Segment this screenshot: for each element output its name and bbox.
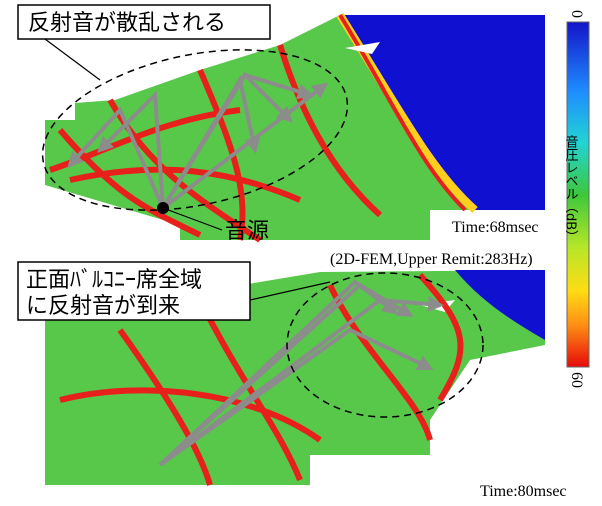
time-label: Time:80msec bbox=[480, 483, 567, 500]
callout: 反射音が散乱される bbox=[28, 10, 226, 35]
colorbar: 0 60 音圧レベル（dB） bbox=[563, 10, 590, 388]
time-label: Time:68msec bbox=[452, 219, 539, 236]
top-panel: 音源 反射音が散乱される Time:68msec (2D-FEM,Upper R… bbox=[17, 4, 545, 268]
colorbar-tick: 60 bbox=[568, 372, 585, 388]
callout-line: に反射音が到来 bbox=[26, 293, 180, 318]
source-label: 音源 bbox=[225, 218, 269, 243]
colorbar-label: 音圧レベル（dB） bbox=[563, 134, 579, 243]
note: (2D-FEM,Upper Remit:283Hz) bbox=[330, 251, 533, 268]
bottom-panel: 正面ﾊﾞﾙｺﾆｰ席全域 に反射音が到来 Time:80msec bbox=[17, 261, 567, 500]
colorbar-tick: 0 bbox=[568, 10, 585, 18]
callout-line: 正面ﾊﾞﾙｺﾆｰ席全域 bbox=[26, 267, 202, 292]
colorbar-scale bbox=[566, 21, 590, 368]
